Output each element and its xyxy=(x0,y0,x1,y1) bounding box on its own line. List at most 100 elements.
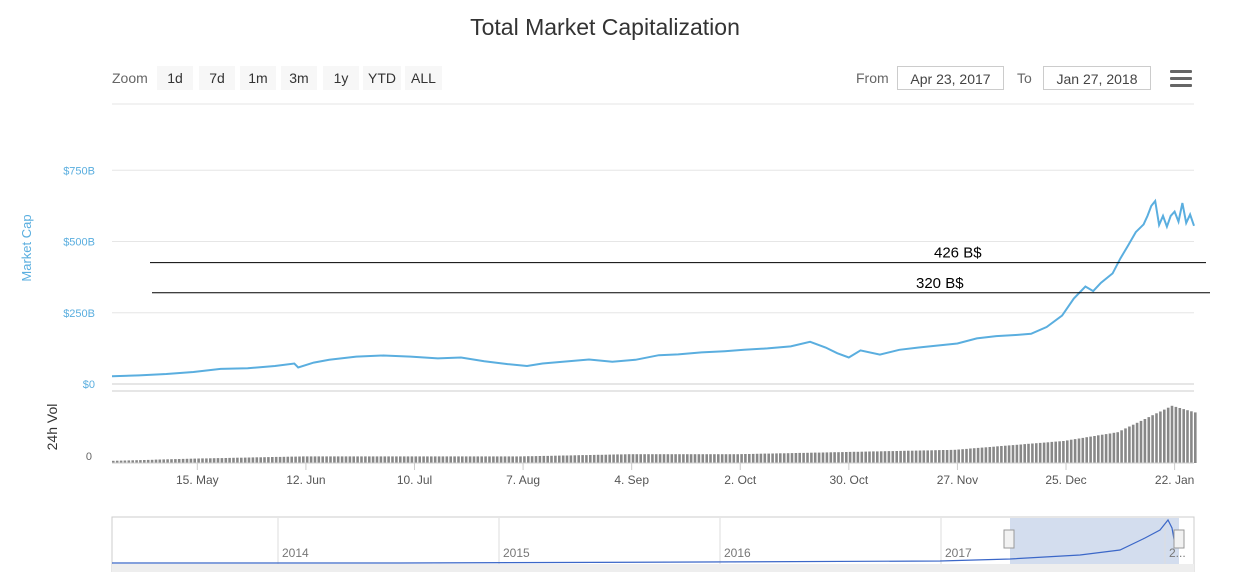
volume-bar xyxy=(399,456,402,463)
volume-bar xyxy=(802,452,805,463)
volume-bar xyxy=(158,459,162,463)
zoom-1y-button[interactable]: 1y xyxy=(323,66,359,90)
zoom-7d-button[interactable]: 7d xyxy=(199,66,235,90)
navigator[interactable]: 2014 2015 2016 2017 2... xyxy=(111,516,1195,572)
zoom-3m-button[interactable]: 3m xyxy=(281,66,317,90)
zoom-ytd-button[interactable]: YTD xyxy=(363,66,401,90)
volume-bar xyxy=(825,452,829,463)
volume-bar xyxy=(1081,437,1085,463)
volume-bar xyxy=(302,456,305,463)
volume-bar xyxy=(511,456,514,463)
volume-bar xyxy=(333,456,336,463)
x-tick-label: 30. Oct xyxy=(830,473,869,487)
volume-bar xyxy=(162,459,165,463)
volume-bar xyxy=(228,457,231,463)
volume-bar xyxy=(1159,411,1162,463)
volume-bar xyxy=(996,446,999,463)
volume-bar xyxy=(278,456,282,463)
navigator-right-handle[interactable] xyxy=(1173,529,1185,549)
navigator-selection[interactable] xyxy=(1010,518,1179,572)
volume-bar xyxy=(771,453,774,463)
volume-bar xyxy=(992,446,995,463)
zoom-1d-button[interactable]: 1d xyxy=(157,66,193,90)
hamburger-menu-icon[interactable] xyxy=(1170,70,1192,88)
volume-bar xyxy=(589,455,592,463)
volume-bar xyxy=(271,457,274,463)
navigator-year-label: 2016 xyxy=(724,546,751,560)
volume-bar xyxy=(267,457,270,463)
volume-bar xyxy=(891,451,895,463)
volume-bar xyxy=(748,454,751,463)
volume-bar xyxy=(426,456,429,463)
volume-bar xyxy=(499,456,503,463)
volume-bar xyxy=(810,452,813,463)
volume-bar xyxy=(604,454,608,463)
volume-bar xyxy=(143,460,146,463)
volume-bar xyxy=(375,456,379,463)
volume-bar xyxy=(845,452,848,463)
zoom-1m-button[interactable]: 1m xyxy=(240,66,276,90)
volume-bar xyxy=(360,456,363,463)
volume-bar xyxy=(1124,428,1127,463)
volume-bar xyxy=(717,454,720,463)
volume-bar xyxy=(154,459,158,463)
volume-bar xyxy=(930,450,933,463)
volume-bar xyxy=(728,454,732,463)
volume-bar xyxy=(689,454,693,463)
volume-bar xyxy=(472,456,476,463)
volume-bar xyxy=(837,452,840,463)
volume-bar xyxy=(732,454,736,463)
volume-bar xyxy=(554,455,557,463)
volume-bar xyxy=(608,454,611,463)
navigator-year-label: 2... xyxy=(1169,546,1186,560)
volume-bar xyxy=(1019,444,1023,463)
to-date-input[interactable]: Jan 27, 2018 xyxy=(1043,66,1151,90)
volume-bar xyxy=(480,456,483,463)
volume-bar xyxy=(1089,436,1092,463)
volume-bar xyxy=(1116,432,1119,463)
volume-bar xyxy=(220,458,224,464)
volume-bar xyxy=(984,447,988,463)
volume-bar xyxy=(224,458,228,463)
volume-bar xyxy=(1108,433,1112,463)
volume-bar xyxy=(751,453,755,463)
volume-bar xyxy=(910,450,914,463)
volume-bar xyxy=(139,460,142,463)
x-tick-label: 2. Oct xyxy=(724,473,757,487)
volume-bar xyxy=(980,447,984,463)
volume-bar xyxy=(290,456,293,463)
annotation-label: 320 B$ xyxy=(916,275,964,292)
volume-bar xyxy=(767,453,770,463)
volume-bar xyxy=(856,451,860,463)
volume-bar xyxy=(282,456,286,463)
volume-bar xyxy=(852,451,856,463)
zoom-all-button[interactable]: ALL xyxy=(405,66,442,90)
volume-bar xyxy=(1182,409,1185,463)
volume-bar xyxy=(1031,443,1034,463)
volume-bar xyxy=(546,455,549,464)
volume-bar xyxy=(1143,419,1147,463)
x-tick-label: 15. May xyxy=(176,473,219,487)
volume-bar xyxy=(934,450,937,463)
volume-bar xyxy=(558,455,561,463)
volume-bar xyxy=(1035,443,1038,463)
navigator-left-handle[interactable] xyxy=(1003,529,1015,549)
volume-bar xyxy=(251,457,255,463)
volume-bar xyxy=(197,458,200,463)
volume-bar xyxy=(364,456,367,463)
volume-bar xyxy=(1069,439,1073,463)
volume-bar xyxy=(976,447,980,463)
volume-bar xyxy=(965,448,968,463)
volume-bar xyxy=(368,456,371,463)
volume-bar xyxy=(775,453,778,463)
to-label: To xyxy=(1017,70,1032,86)
navigator-line xyxy=(112,518,1176,564)
volume-bar xyxy=(635,454,639,463)
volume-bar xyxy=(212,458,216,463)
navigator-scrollbar[interactable] xyxy=(112,564,1194,572)
volume-bar xyxy=(402,456,406,463)
from-date-input[interactable]: Apr 23, 2017 xyxy=(897,66,1004,90)
volume-bar xyxy=(1178,408,1182,463)
volume-bar xyxy=(352,456,355,463)
